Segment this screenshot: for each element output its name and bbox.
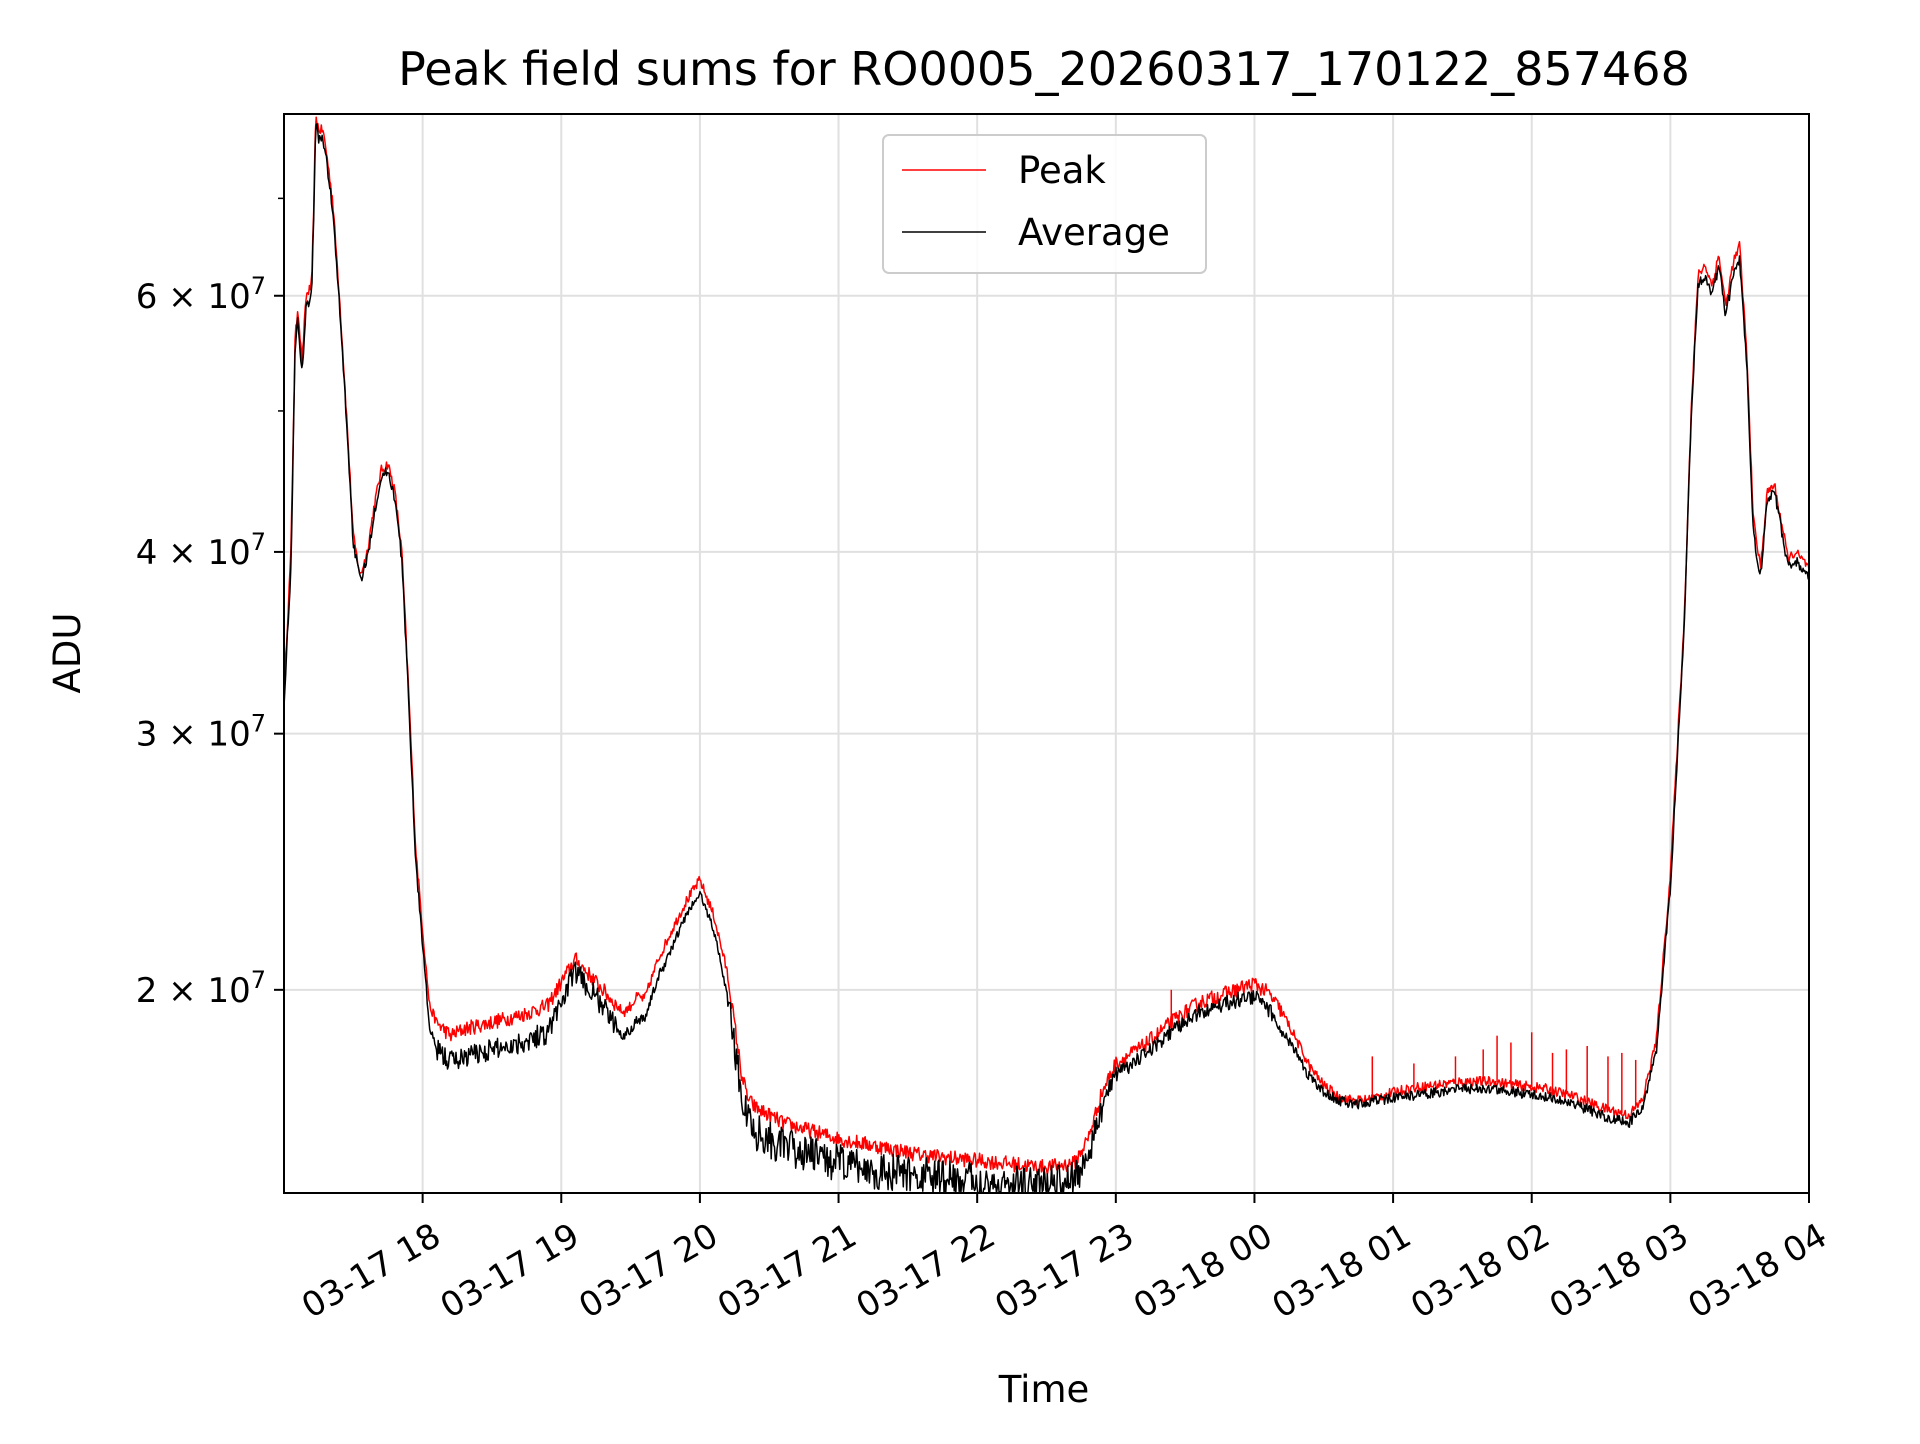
- y-tick-label: 4 × 107: [136, 528, 266, 573]
- y-axis-label: ADU: [46, 613, 89, 694]
- series-line-peak: [283, 116, 1810, 1176]
- chart-title: Peak field sums for RO0005_20260317_1701…: [398, 42, 1690, 96]
- x-axis-label: Time: [998, 1368, 1090, 1411]
- legend-label-average: Average: [1018, 211, 1170, 254]
- y-tick-label: 6 × 107: [136, 272, 266, 317]
- y-tick-label: 2 × 107: [136, 966, 266, 1011]
- legend: Peak Average: [882, 134, 1207, 274]
- plot-frame: [283, 113, 1810, 1194]
- legend-label-peak: Peak: [1018, 149, 1106, 192]
- y-tick-label: 3 × 107: [136, 710, 266, 755]
